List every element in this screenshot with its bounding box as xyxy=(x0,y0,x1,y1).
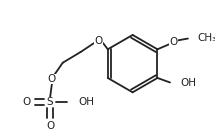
Text: O: O xyxy=(46,121,54,131)
Text: O: O xyxy=(23,97,31,107)
Text: CH₃: CH₃ xyxy=(197,33,215,43)
Text: O: O xyxy=(169,37,178,47)
Text: OH: OH xyxy=(181,78,197,88)
Text: O: O xyxy=(48,74,56,84)
Text: OH: OH xyxy=(79,97,95,107)
Text: S: S xyxy=(47,97,54,107)
Text: O: O xyxy=(94,36,103,46)
